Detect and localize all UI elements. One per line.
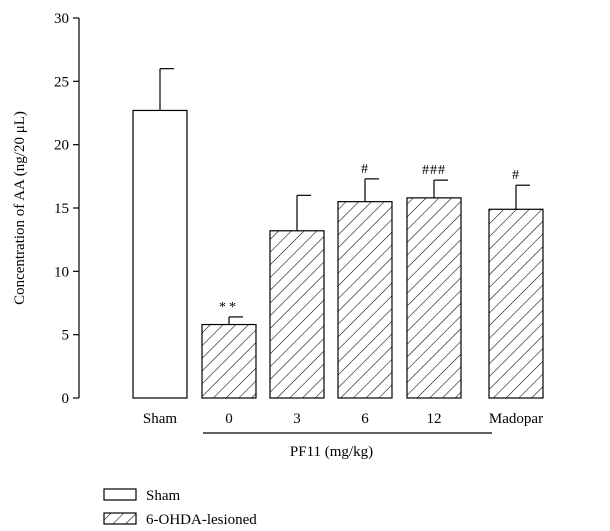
category-label: Madopar [489,411,543,427]
category-label: Sham [143,411,178,427]
y-tick-label: 0 [62,391,70,407]
y-axis-title: Concentration of AA (ng/20 μL) [12,111,28,305]
axes: 0 5 10 15 20 25 30 [54,11,80,407]
legend-swatch [103,488,137,501]
legend-label: Sham [146,488,181,504]
y-tick-label: 30 [54,11,69,27]
significance-mark: # [361,162,369,177]
category-label: 12 [427,411,442,427]
legend-label: 6-OHDA-lesioned [146,512,257,528]
bar-1 [201,323,257,399]
y-tick-label: 20 [54,138,69,154]
significance-mark: ### [422,163,446,178]
group-bracket-label: PF11 (mg/kg) [290,444,373,460]
legend-swatch [103,512,137,525]
y-tick-label: 5 [62,328,70,344]
category-label: 6 [361,411,369,427]
legend: Sham 6-OHDA-lesioned [103,488,257,528]
y-tick-label: 15 [54,201,69,217]
bar-5 [488,208,544,399]
bar-0 [132,109,188,399]
bar-2 [269,230,325,399]
y-tick-label: 25 [54,74,69,90]
category-label: 0 [225,411,233,427]
category-label: 3 [293,411,301,427]
significance-mark: # [512,168,520,183]
labels: Concentration of AA (ng/20 μL) Sham ** 0 3 #6… [12,111,543,460]
bar-3 [337,201,393,399]
y-tick-label: 10 [54,264,69,280]
bar-4 [406,197,462,399]
significance-mark: ** [219,300,239,315]
bars [132,68,544,399]
